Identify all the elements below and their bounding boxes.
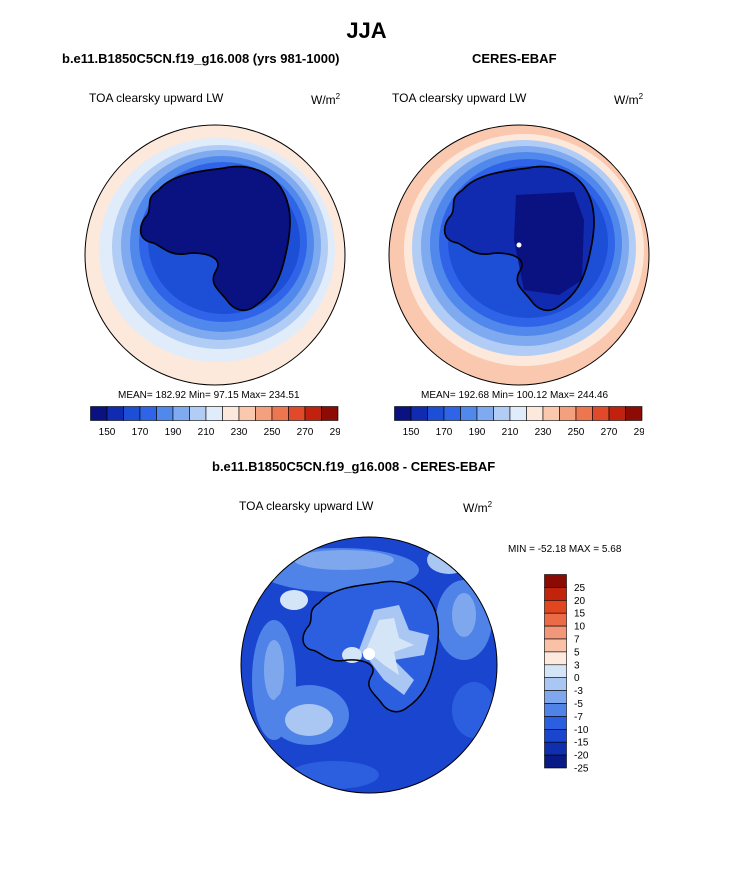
colorbar2-label: 190	[469, 427, 486, 438]
panel1-subtitle: TOA clearsky upward LW	[89, 91, 224, 105]
colorbar1-label: 230	[231, 427, 248, 438]
colorbar3-label: -15	[574, 738, 589, 749]
colorbar1-box	[288, 406, 306, 421]
colorbar2-label: 150	[403, 427, 420, 438]
colorbar2-label: 170	[436, 427, 453, 438]
colorbar3-box	[544, 690, 567, 704]
panel2-colorbar: 150 170 190 210 230 250 270 290	[394, 406, 644, 438]
colorbar2-label: 210	[502, 427, 519, 438]
colorbar1-label: 210	[198, 427, 215, 438]
colorbar2-box	[427, 406, 445, 421]
colorbar3-label: -3	[574, 686, 583, 697]
colorbar3-box	[544, 677, 567, 691]
colorbar1-label: 290	[330, 427, 340, 438]
colorbar3-box	[544, 612, 567, 627]
panel3-title: b.e11.B1850C5CN.f19_g16.008 - CERES-EBAF	[212, 459, 496, 474]
colorbar2-label: 270	[601, 427, 618, 438]
panel2-map	[388, 124, 650, 386]
colorbar3-box	[544, 574, 567, 588]
colorbar1-box	[321, 406, 339, 421]
colorbar2-box	[443, 406, 461, 421]
panel3-subtitle: TOA clearsky upward LW	[239, 499, 374, 513]
colorbar3-label: -10	[574, 725, 589, 736]
colorbar1-box	[123, 406, 141, 421]
colorbar3-label: 0	[574, 673, 580, 684]
colorbar1-box	[238, 406, 256, 421]
panel1-stats: MEAN= 182.92 Min= 97.15 Max= 234.51	[118, 390, 300, 401]
colorbar1-box	[90, 406, 108, 421]
colorbar3-box	[544, 664, 567, 679]
colorbar3-box	[544, 716, 567, 730]
colorbar1-label: 170	[132, 427, 149, 438]
colorbar2-box	[476, 406, 494, 421]
colorbar2-box	[608, 406, 626, 421]
colorbar1-box	[106, 406, 124, 421]
colorbar3-box	[544, 587, 567, 601]
colorbar2-box	[509, 406, 527, 421]
colorbar2-box	[394, 406, 412, 421]
colorbar1-box	[189, 406, 207, 421]
colorbar3-label: 5	[574, 647, 580, 658]
colorbar3-box	[544, 638, 567, 653]
page-title: JJA	[346, 18, 387, 43]
colorbar3-box	[544, 703, 567, 717]
colorbar3-label: -25	[574, 764, 589, 775]
panel2-stats: MEAN= 192.68 Min= 100.12 Max= 244.46	[421, 390, 609, 401]
colorbar2-box	[592, 406, 610, 421]
colorbar3-label: 7	[574, 635, 580, 646]
colorbar2-box	[625, 406, 643, 421]
panel3-units: W/m2	[463, 500, 493, 515]
colorbar2-box	[575, 406, 593, 421]
panel1-colorbar: 150 170 190 210 230 250 270 290	[90, 406, 340, 438]
panel3-colorbar: 25 20 15 10 75 3 0 -3 -5 -7 -10 -15 -20 -25	[544, 574, 589, 775]
panel2-title: CERES-EBAF	[472, 51, 557, 66]
colorbar3-label: 10	[574, 622, 586, 633]
colorbar3-label: 20	[574, 596, 586, 607]
colorbar1-box	[222, 406, 240, 421]
colorbar2-label: 230	[535, 427, 552, 438]
colorbar1-label: 190	[165, 427, 182, 438]
colorbar3-box	[544, 599, 567, 614]
colorbar1-label: 270	[297, 427, 314, 438]
colorbar3-box	[544, 625, 567, 640]
colorbar1-box	[156, 406, 174, 421]
colorbar3-box	[544, 651, 567, 666]
colorbar1-box	[172, 406, 190, 421]
panel2-units: W/m2	[614, 92, 644, 107]
panel3-stats: MIN = -52.18 MAX = 5.68	[508, 544, 622, 555]
colorbar1-box	[205, 406, 223, 421]
colorbar2-box	[493, 406, 511, 421]
colorbar2-box	[559, 406, 577, 421]
colorbar1-box	[271, 406, 289, 421]
colorbar2-box	[410, 406, 428, 421]
panel2-subtitle: TOA clearsky upward LW	[392, 91, 527, 105]
colorbar3-label: 3	[574, 660, 580, 671]
colorbar2-box	[542, 406, 560, 421]
colorbar3-box	[544, 741, 567, 756]
colorbar3-box	[544, 729, 567, 743]
panel1-units: W/m2	[311, 92, 341, 107]
colorbar1-box	[255, 406, 273, 421]
colorbar3-label: -5	[574, 699, 583, 710]
colorbar3-label: -20	[574, 751, 589, 762]
colorbar3-box	[544, 754, 567, 769]
colorbar3-label: 25	[574, 583, 586, 594]
panel3-map	[240, 536, 498, 794]
panel1-title: b.e11.B1850C5CN.f19_g16.008 (yrs 981-100…	[62, 51, 340, 66]
colorbar1-box	[304, 406, 322, 421]
colorbar1-box	[139, 406, 157, 421]
colorbar2-label: 250	[568, 427, 585, 438]
colorbar3-label: -7	[574, 712, 583, 723]
colorbar2-label: 290	[634, 427, 644, 438]
panel1-map	[84, 124, 346, 386]
colorbar2-box	[526, 406, 544, 421]
colorbar3-label: 15	[574, 609, 586, 620]
colorbar1-label: 250	[264, 427, 281, 438]
colorbar1-label: 150	[99, 427, 116, 438]
colorbar2-box	[460, 406, 478, 421]
